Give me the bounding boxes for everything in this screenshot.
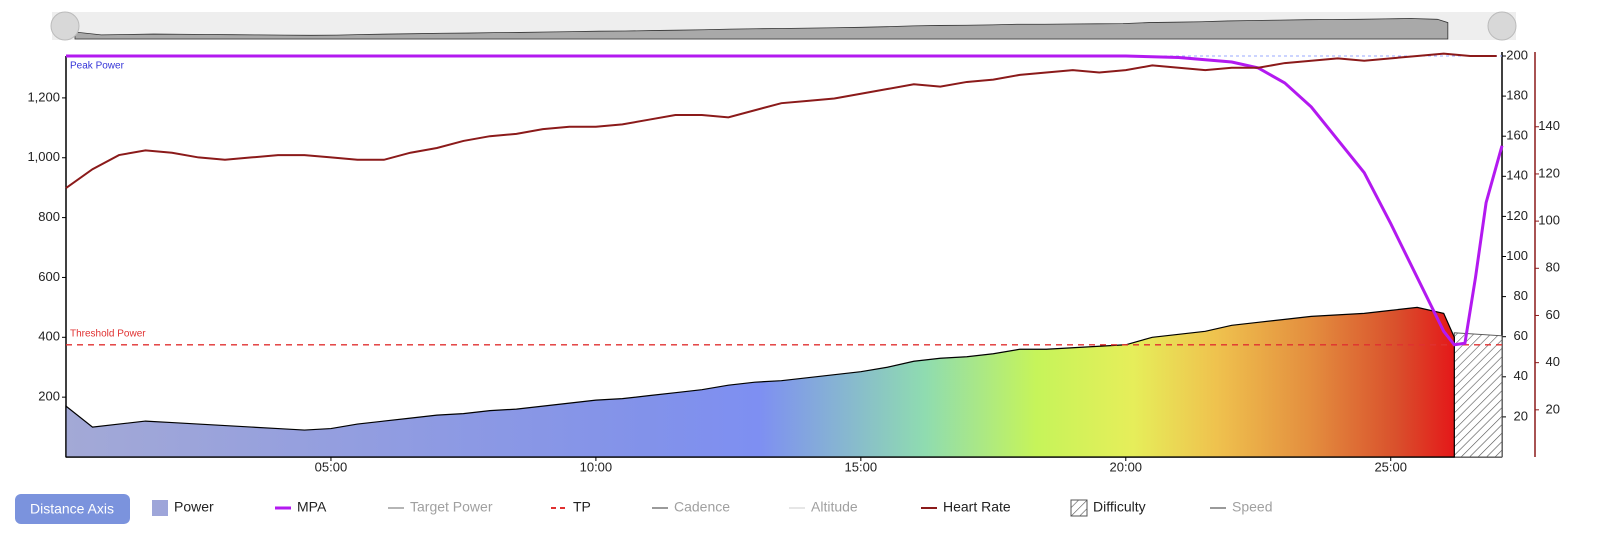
x-tick-label: 15:00 [845, 459, 878, 474]
legend-label: Power [174, 499, 214, 515]
legend-item[interactable]: Difficulty [1070, 499, 1146, 517]
annotation: Peak Power [70, 61, 125, 72]
x-tick-label: 20:00 [1110, 459, 1143, 474]
legend-swatch [1070, 499, 1088, 517]
power-area [65, 306, 1455, 458]
legend-item[interactable]: Cadence [652, 499, 730, 515]
nav-handle[interactable] [1487, 11, 1517, 41]
y2-tick-label: 200 [1506, 47, 1528, 62]
legend-item[interactable]: Power [152, 499, 214, 516]
y-tick-label: 1,000 [27, 149, 60, 164]
y3-tick-label: 60 [1546, 307, 1560, 322]
legend-item[interactable]: Target Power [388, 499, 493, 515]
y2-tick-label: 160 [1506, 128, 1528, 143]
y2-tick-label: 180 [1506, 88, 1528, 103]
legend-item[interactable]: MPA [275, 499, 327, 515]
y3-tick-label: 140 [1538, 118, 1560, 133]
y3-tick-label: 20 [1546, 401, 1560, 416]
y2-tick-label: 60 [1514, 328, 1528, 343]
legend-item[interactable]: Altitude [789, 499, 858, 515]
legend-label: Speed [1232, 499, 1272, 515]
nav-handle[interactable] [50, 11, 80, 41]
y3-tick-label: 100 [1538, 213, 1560, 228]
navigator-series [74, 18, 1449, 40]
x-tick-label: 25:00 [1374, 459, 1407, 474]
x-tick-label: 10:00 [580, 459, 613, 474]
navigator-area [74, 18, 1449, 40]
y2-tick-label: 120 [1506, 208, 1528, 223]
y2-tick-label: 100 [1506, 248, 1528, 263]
legend-label: Target Power [410, 499, 493, 515]
y2-tick-label: 80 [1514, 288, 1528, 303]
y-tick-label: 800 [38, 209, 60, 224]
difficulty-area [1453, 332, 1503, 458]
series-line [66, 54, 1504, 347]
y3-tick-label: 80 [1546, 260, 1560, 275]
y-tick-label: 200 [38, 389, 60, 404]
series-line [65, 52, 1497, 189]
y3-tick-label: 120 [1538, 165, 1560, 180]
legend-label: Altitude [811, 499, 858, 515]
annotation: Threshold Power [70, 328, 146, 339]
legend-item[interactable]: TP [551, 499, 591, 515]
legend-item[interactable]: Heart Rate [921, 499, 1011, 515]
legend-swatch [152, 500, 168, 516]
x-tick-label: 05:00 [315, 459, 348, 474]
button-label: Distance Axis [30, 501, 114, 517]
legend-label: Heart Rate [943, 499, 1011, 515]
y-tick-label: 600 [38, 269, 60, 284]
legend-label: Difficulty [1093, 499, 1146, 515]
y2-tick-label: 20 [1514, 408, 1528, 423]
y2-tick-label: 40 [1514, 368, 1528, 383]
legend-label: MPA [297, 499, 327, 515]
distance-button[interactable] [15, 494, 130, 524]
legend-item[interactable]: Speed [1210, 499, 1272, 515]
legend-label: TP [573, 499, 591, 515]
legend-label: Cadence [674, 499, 730, 515]
y3-tick-label: 40 [1546, 354, 1560, 369]
y-tick-label: 400 [38, 329, 60, 344]
y2-tick-label: 140 [1506, 168, 1528, 183]
y-tick-label: 1,200 [27, 89, 60, 104]
